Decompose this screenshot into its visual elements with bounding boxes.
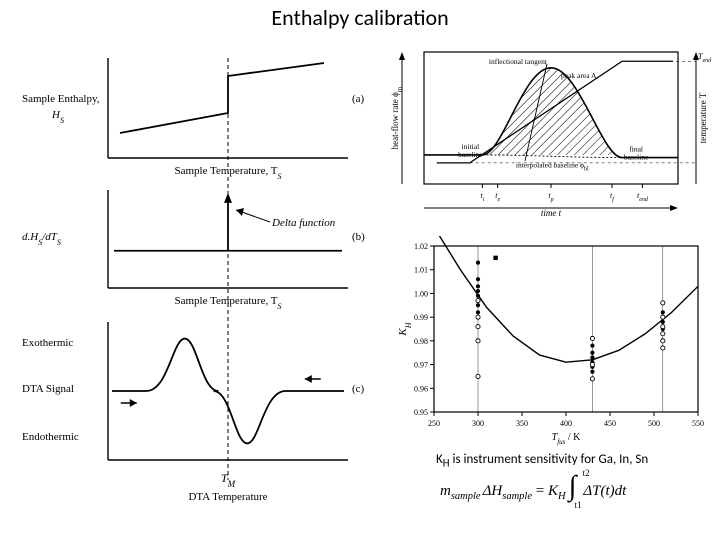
title-text: Enthalpy calibration [271, 4, 448, 31]
left-column: Sample Enthalpy, HS (a) Sample Temperature,… [16, 50, 376, 520]
svg-text:baseline: baseline [458, 150, 483, 159]
svg-text:0.96: 0.96 [414, 384, 428, 393]
equation: msampleΔHsample = KH∫t2t1ΔT(t)dt [440, 476, 626, 502]
svg-text:DTA Temperature: DTA Temperature [188, 491, 267, 503]
svg-text:time t: time t [541, 208, 562, 216]
svg-text:(b): (b) [352, 231, 365, 243]
bottom-right-panel: 250 300 350 400 450 500 550 0.95 0.96 0.97 0.98 0.9… [392, 236, 710, 448]
svg-text:400: 400 [560, 419, 572, 428]
svg-text:Tend: Tend [698, 52, 712, 64]
svg-text:interpolated baseline ϕbl: interpolated baseline ϕbl [516, 161, 589, 173]
slide-root: Enthalpy calibration Sample Enthalpy, HS (… [0, 0, 720, 540]
svg-text:ti: ti [480, 191, 484, 203]
bottom-right-svg: 250 300 350 400 450 500 550 0.95 0.96 0.97 0.98 0.9… [392, 236, 710, 448]
svg-text:inflectional tangent: inflectional tangent [489, 57, 548, 66]
svg-text:(a): (a) [352, 93, 365, 105]
svg-text:d.HS/dTS: d.HS/dTS [22, 231, 61, 247]
caption-KH-sub: H [443, 457, 450, 470]
svg-text:Exothermic: Exothermic [22, 337, 73, 349]
svg-text:Delta function: Delta function [271, 217, 336, 229]
svg-text:Endothermic: Endothermic [22, 431, 79, 443]
svg-text:1.01: 1.01 [414, 266, 428, 275]
svg-text:Tfus / K: Tfus / K [552, 432, 582, 446]
svg-text:Sample Temperature, TS: Sample Temperature, TS [175, 295, 282, 311]
svg-text:peak area A: peak area A [561, 71, 597, 80]
svg-text:350: 350 [516, 419, 528, 428]
svg-text:KH: KH [397, 321, 413, 336]
svg-text:0.99: 0.99 [414, 313, 428, 322]
svg-text:1.02: 1.02 [414, 242, 428, 251]
caption-line: KH is instrument sensitivity for Ga, In,… [436, 452, 648, 470]
caption-KH-K: K [436, 452, 443, 467]
svg-text:HS: HS [51, 109, 64, 125]
svg-text:baseline: baseline [624, 153, 649, 162]
svg-text:DTA Signal: DTA Signal [22, 383, 74, 395]
svg-text:250: 250 [428, 419, 440, 428]
svg-text:550: 550 [692, 419, 704, 428]
svg-text:1.00: 1.00 [414, 289, 428, 298]
svg-text:(c): (c) [352, 383, 365, 395]
svg-text:tend: tend [637, 191, 649, 203]
svg-text:300: 300 [472, 419, 484, 428]
caption-rest: is instrument sensitivity for Ga, In, Sn [450, 452, 649, 467]
svg-text:te: te [495, 191, 500, 203]
top-right-panel: tite tp tf tend peak area A inflectional tang… [388, 44, 712, 216]
svg-text:0.98: 0.98 [414, 337, 428, 346]
svg-text:500: 500 [648, 419, 660, 428]
svg-text:temperature T: temperature T [698, 92, 708, 143]
slide-title: Enthalpy calibration [0, 4, 720, 31]
svg-text:450: 450 [604, 419, 616, 428]
svg-text:Sample Enthalpy,: Sample Enthalpy, [22, 93, 100, 105]
svg-text:0.95: 0.95 [414, 408, 428, 417]
svg-text:0.97: 0.97 [414, 361, 428, 370]
svg-text:tp: tp [548, 191, 553, 203]
left-column-svg: Sample Enthalpy, HS (a) Sample Temperature,… [16, 50, 376, 520]
svg-text:tf: tf [610, 191, 615, 203]
top-right-svg: tite tp tf tend peak area A inflectional tang… [388, 44, 712, 216]
